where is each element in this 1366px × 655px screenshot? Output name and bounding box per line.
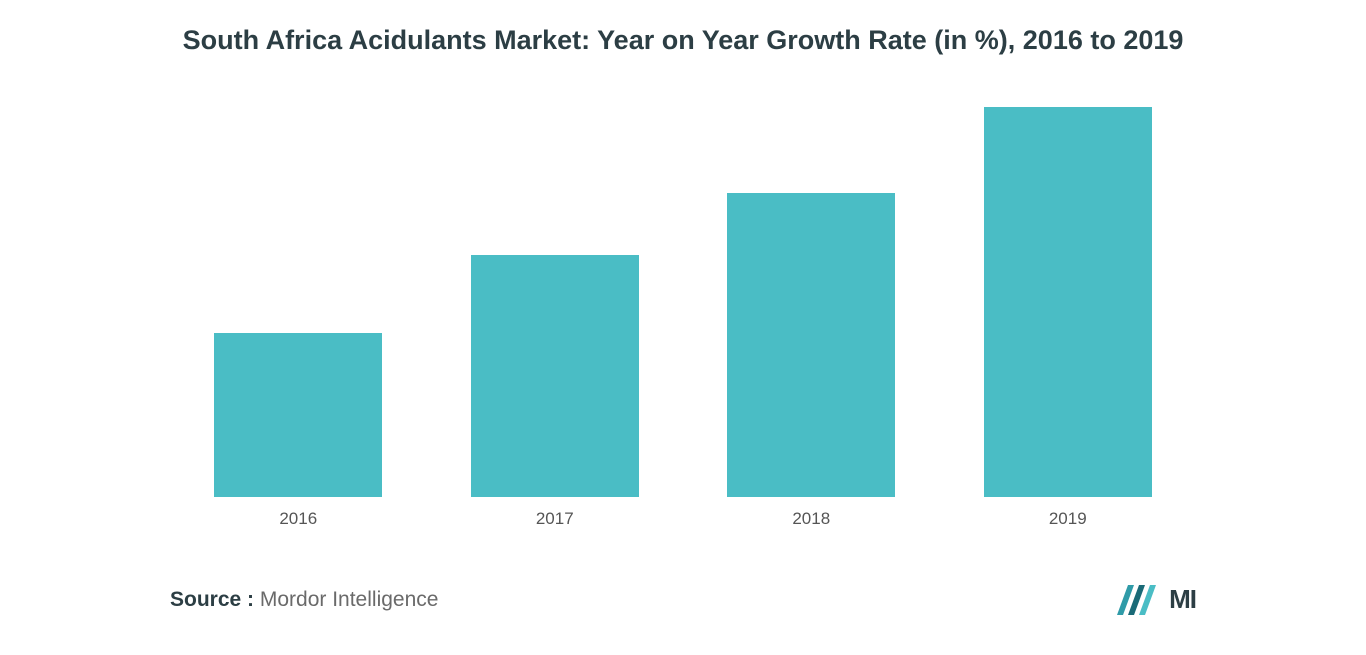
chart-plot-area: 2016201720182019 [85,101,1281,529]
chart-container: South Africa Acidulants Market: Year on … [0,0,1366,655]
x-axis-label: 2017 [427,509,684,529]
bar-group [940,107,1197,497]
bars-region [170,101,1196,497]
bar [984,107,1152,497]
chart-footer: Source : Mordor Intelligence MI [85,584,1281,615]
source-attribution: Source : Mordor Intelligence [170,588,438,612]
x-axis-label: 2016 [170,509,427,529]
bar-group [427,255,684,497]
bar [214,333,382,497]
brand-logo: MI [1117,584,1196,615]
x-axis-label: 2018 [683,509,940,529]
logo-mark-icon [1117,585,1161,615]
bar [471,255,639,497]
bar-group [170,333,427,497]
chart-title: South Africa Acidulants Market: Year on … [85,25,1281,56]
bar [727,193,895,497]
x-axis-label: 2019 [940,509,1197,529]
x-axis-labels: 2016201720182019 [170,509,1196,529]
bar-group [683,193,940,497]
source-label: Source : [170,588,260,611]
source-value: Mordor Intelligence [260,588,439,611]
logo-text: MI [1169,584,1196,615]
